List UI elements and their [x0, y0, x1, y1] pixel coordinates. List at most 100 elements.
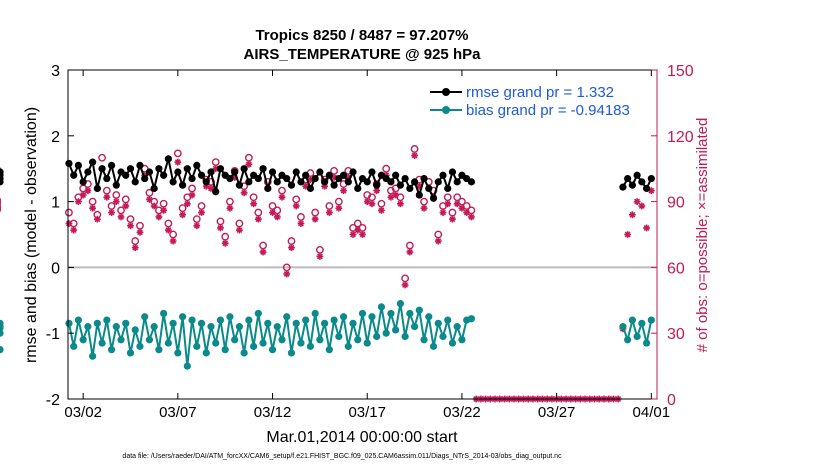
rmse-point — [98, 165, 106, 173]
asterisk-stroke — [643, 224, 650, 231]
asterisk-stroke — [179, 211, 186, 218]
asterisk-stroke — [316, 253, 323, 260]
rmse-point — [647, 174, 655, 183]
y-right-tick-label: 120 — [667, 129, 694, 146]
rmse-point — [396, 181, 404, 189]
obs-assimilated-point — [420, 204, 428, 212]
obs-possible-point — [405, 241, 414, 250]
obs-assimilated-point — [217, 224, 224, 232]
rmse-point — [368, 168, 376, 176]
asterisk-stroke — [629, 211, 636, 218]
asterisk-stroke — [75, 198, 82, 205]
asterisk-stroke — [335, 205, 342, 212]
obs-assimilated-point — [193, 222, 201, 230]
asterisk-stroke — [193, 222, 200, 229]
obs-possible-point — [259, 241, 267, 250]
asterisk-stroke — [354, 227, 361, 234]
obs-assimilated-point — [273, 213, 281, 221]
x-tick-label: 03/02 — [64, 404, 102, 421]
rmse-point — [103, 174, 111, 183]
bias-point — [107, 346, 116, 354]
obs-assimilated-point — [392, 191, 400, 199]
asterisk-stroke — [350, 231, 356, 238]
rmse-point — [188, 174, 196, 183]
obs-possible-point — [121, 195, 130, 204]
rmse-point — [0, 174, 4, 183]
bias-point — [448, 339, 457, 347]
rmse-point — [467, 178, 475, 186]
obs-assimilated-point — [70, 226, 78, 234]
y-right-tick-label: 30 — [667, 326, 685, 343]
asterisk-stroke — [160, 207, 167, 214]
rmse-point — [344, 178, 352, 186]
obs-possible-point — [102, 186, 111, 195]
rmse-point — [273, 178, 281, 186]
bias-point — [70, 342, 78, 350]
bias-point — [420, 336, 428, 344]
asterisk-stroke — [66, 220, 72, 227]
rmse-point — [160, 171, 168, 179]
bias-point — [126, 349, 135, 357]
obs-possible-point — [325, 202, 334, 210]
bias-point — [212, 339, 220, 347]
asterisk-stroke — [274, 214, 281, 220]
asterisk-stroke — [283, 271, 290, 277]
asterisk-stroke — [463, 209, 470, 216]
obs-possible-point — [131, 237, 140, 245]
bias-point — [117, 336, 125, 344]
y-right-tick-label: 60 — [667, 260, 685, 277]
asterisk-stroke — [245, 161, 252, 168]
asterisk-stroke — [217, 224, 224, 231]
obs-assimilated-point — [188, 191, 196, 199]
asterisk-stroke — [94, 216, 101, 223]
bias-point — [112, 323, 120, 331]
rmse-point — [349, 168, 357, 176]
rmse-point — [70, 171, 78, 179]
obs-possible-point — [235, 219, 244, 228]
bias-point — [368, 313, 376, 321]
y-axis-right-label: # of obs: o=possible; ×=assimilated — [694, 118, 711, 353]
asterisk-stroke — [378, 207, 385, 214]
rmse-point — [297, 178, 305, 186]
series-layer — [0, 145, 655, 403]
rmse-point — [216, 165, 225, 173]
bias-point — [273, 323, 281, 331]
bias-point — [292, 319, 300, 327]
obs-assimilated-point — [259, 248, 267, 256]
rmse-point — [434, 178, 442, 186]
y-left-tick-label: -2 — [46, 392, 60, 409]
asterisk-stroke — [184, 200, 191, 207]
obs-assimilated-point — [117, 213, 125, 221]
rmse-point — [212, 188, 220, 196]
bias-point — [89, 352, 97, 360]
y-left-tick-label: 0 — [51, 260, 60, 277]
obs-possible-point — [249, 193, 258, 202]
obs-assimilated-point — [269, 209, 276, 216]
x-tick-label: 04/01 — [633, 404, 671, 421]
obs-possible-point — [434, 230, 443, 239]
rmse-point — [79, 178, 87, 186]
rmse-point — [429, 194, 438, 202]
obs-assimilated-point — [226, 204, 234, 212]
rmse-line — [68, 157, 472, 200]
rmse-point — [150, 184, 158, 193]
asterisk-stroke — [444, 200, 451, 207]
bias-point — [396, 299, 404, 308]
rmse-point — [410, 178, 419, 186]
bias-point — [283, 313, 291, 321]
obs-possible-point — [254, 208, 263, 217]
obs-assimilated-point — [378, 206, 385, 214]
obs-assimilated-point — [198, 209, 205, 216]
obs-assimilated-point — [316, 253, 324, 260]
asterisk-stroke — [189, 192, 195, 198]
obs-assimilated-point — [136, 228, 144, 236]
obs-assimilated-point — [434, 237, 442, 245]
rmse-point — [141, 174, 149, 183]
obs-assimilated-point — [401, 281, 409, 289]
asterisk-stroke — [624, 231, 631, 238]
rmse-point — [93, 184, 101, 193]
bias-point — [434, 319, 442, 327]
rmse-point — [311, 174, 319, 183]
bias-point — [65, 319, 73, 327]
